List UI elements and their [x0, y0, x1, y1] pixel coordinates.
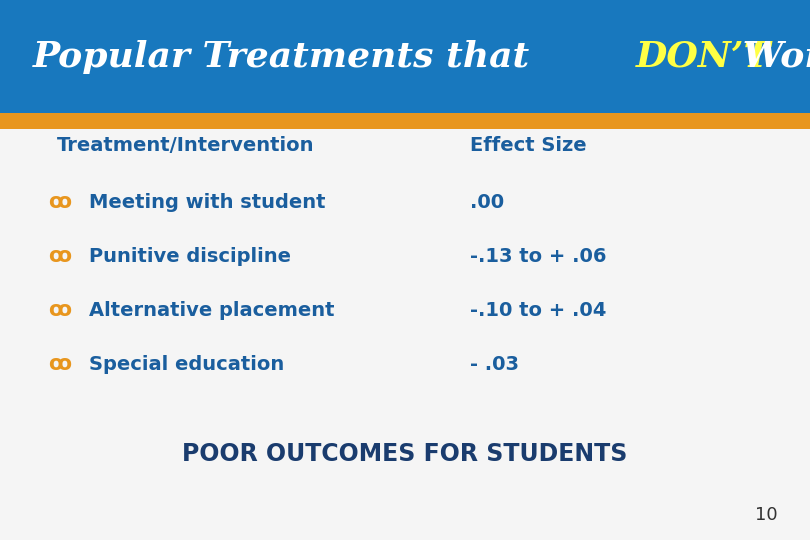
Text: 10: 10: [755, 506, 778, 524]
Text: Effect Size: Effect Size: [470, 136, 586, 156]
Text: Special education: Special education: [89, 355, 284, 374]
FancyBboxPatch shape: [0, 0, 810, 113]
Text: ꝏ: ꝏ: [49, 354, 72, 375]
Text: .00: .00: [470, 193, 504, 212]
Text: Punitive discipline: Punitive discipline: [89, 247, 291, 266]
Text: Work: Work: [730, 40, 810, 73]
Text: ꝏ: ꝏ: [49, 192, 72, 213]
Text: POOR OUTCOMES FOR STUDENTS: POOR OUTCOMES FOR STUDENTS: [182, 442, 628, 465]
Text: DON’T: DON’T: [636, 40, 772, 73]
Text: Alternative placement: Alternative placement: [89, 301, 335, 320]
Text: - .03: - .03: [470, 355, 518, 374]
Text: ꝏ: ꝏ: [49, 300, 72, 321]
Text: -.10 to + .04: -.10 to + .04: [470, 301, 606, 320]
Text: ꝏ: ꝏ: [49, 246, 72, 267]
Text: Meeting with student: Meeting with student: [89, 193, 326, 212]
Text: -.13 to + .06: -.13 to + .06: [470, 247, 607, 266]
FancyBboxPatch shape: [0, 113, 810, 129]
Text: Popular Treatments that: Popular Treatments that: [32, 40, 542, 73]
Text: Treatment/Intervention: Treatment/Intervention: [57, 136, 314, 156]
